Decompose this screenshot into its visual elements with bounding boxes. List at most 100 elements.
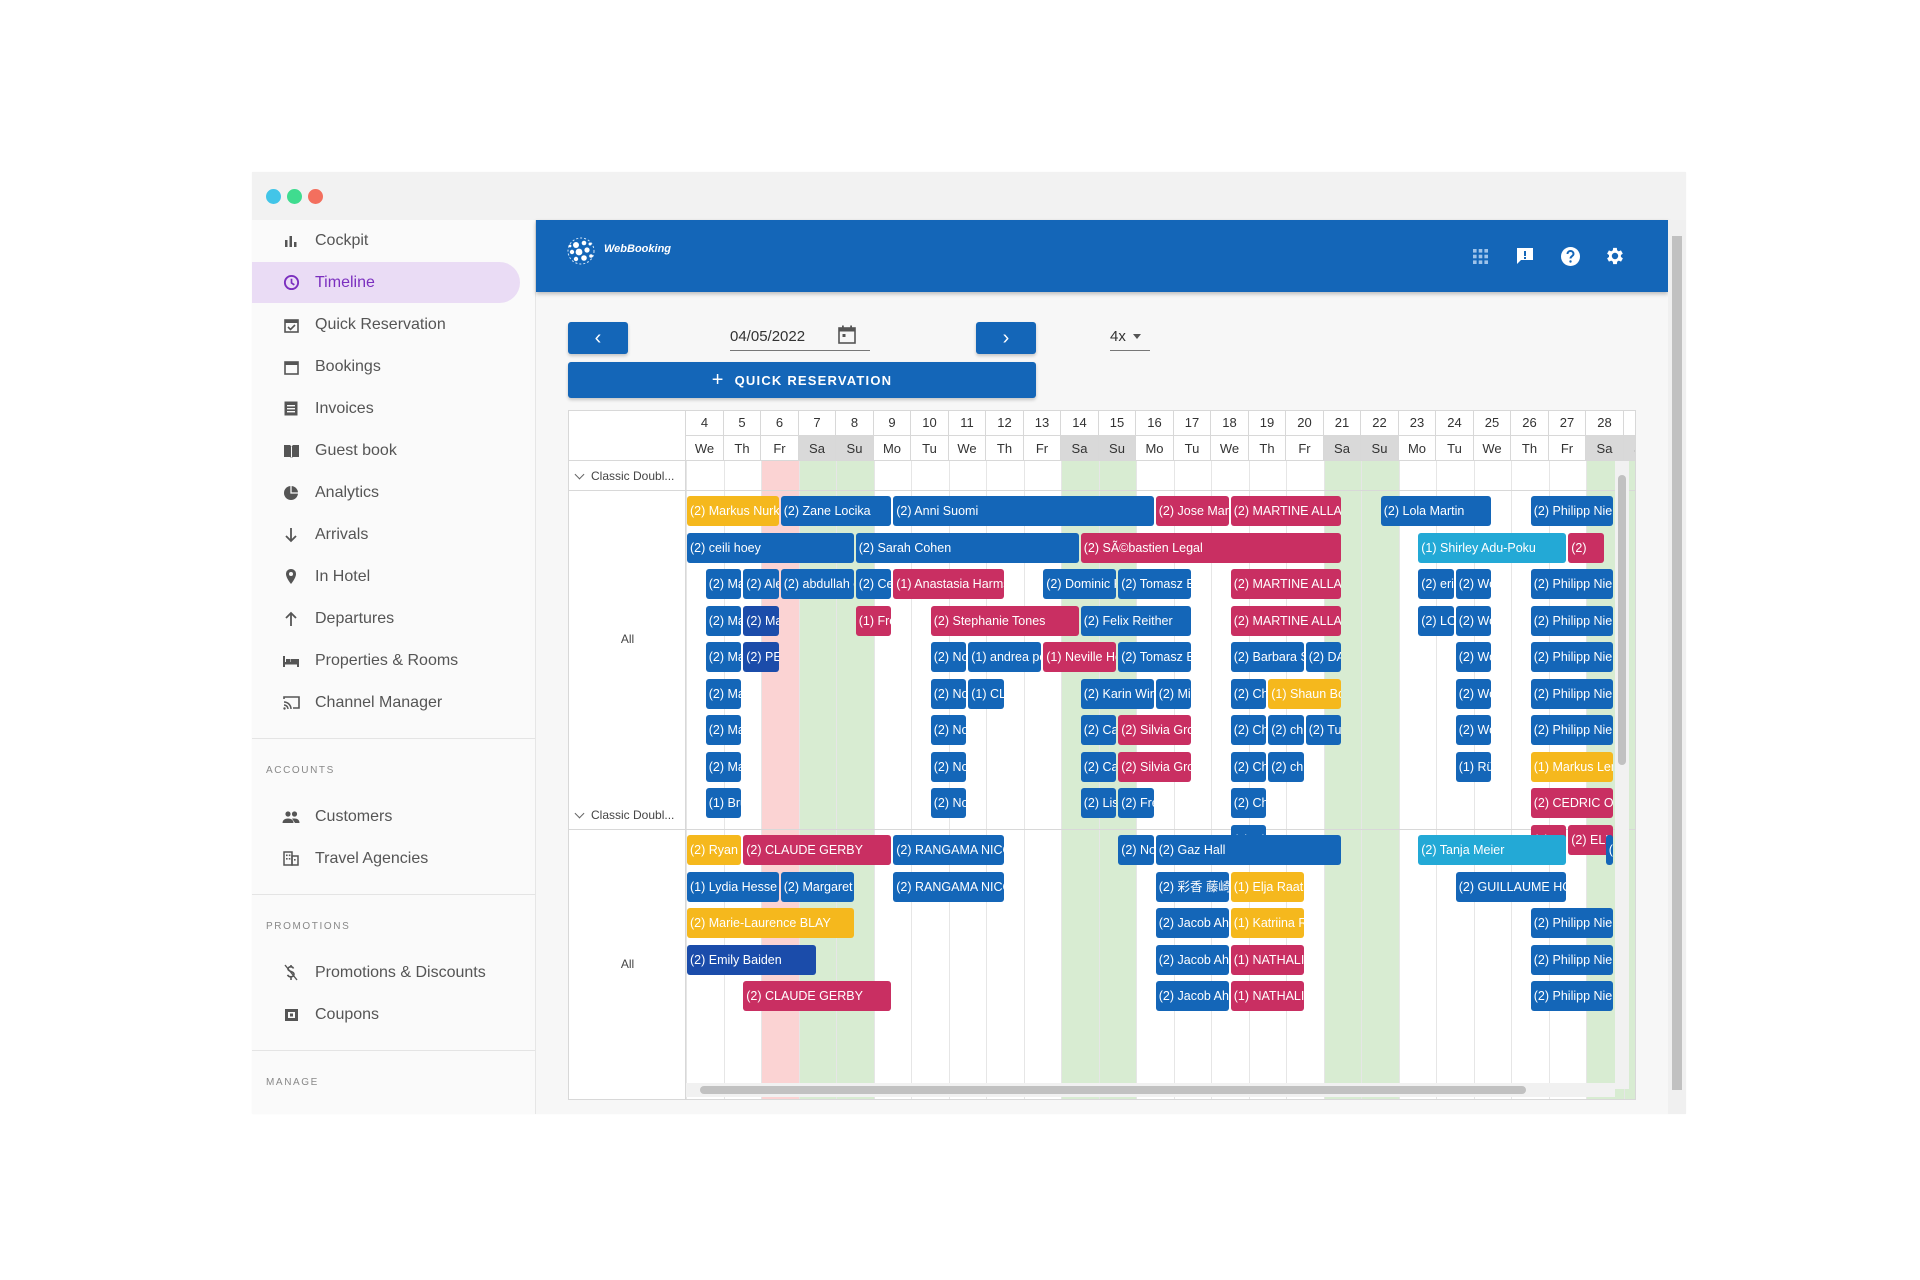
booking-bar[interactable]: (2) Jacob Ahr bbox=[1155, 944, 1229, 975]
booking-bar[interactable]: (2) Gaz Hall bbox=[1155, 835, 1342, 865]
sidebar-item-departures[interactable]: Departures bbox=[252, 598, 520, 639]
booking-bar[interactable]: (2) Ma bbox=[705, 715, 742, 745]
booking-bar[interactable]: (2) Emily Baiden bbox=[687, 944, 817, 975]
booking-bar[interactable]: (2) Marie-Laurence BLAY bbox=[687, 908, 854, 938]
booking-bar[interactable]: (2) Philipp Nierhaus bbox=[1530, 642, 1613, 672]
sidebar-item-coupons[interactable]: Coupons bbox=[252, 994, 520, 1035]
booking-bar[interactable]: (2) Jacob Ahr bbox=[1155, 981, 1229, 1011]
apps-grid-icon[interactable] bbox=[1468, 244, 1492, 268]
booking-bar[interactable]: (2) LO bbox=[1418, 605, 1454, 636]
booking-bar[interactable]: (2) Silvia Groh bbox=[1118, 751, 1192, 782]
booking-bar[interactable]: (2) Wo bbox=[1455, 569, 1492, 599]
booking-bar[interactable]: (1) NATHALIA bbox=[1230, 944, 1304, 975]
booking-bar[interactable]: (2) PE bbox=[743, 642, 779, 672]
booking-bar[interactable]: (2) Tuc bbox=[1305, 715, 1342, 745]
booking-bar[interactable]: (2) MARTINE ALLARD bbox=[1230, 605, 1342, 636]
feedback-icon[interactable] bbox=[1513, 244, 1537, 268]
sidebar-item-timeline[interactable]: Timeline bbox=[252, 262, 520, 303]
booking-bar[interactable]: (2) Philipp Nierhaus bbox=[1530, 981, 1613, 1011]
booking-bar[interactable]: (1) NATHALIA bbox=[1230, 981, 1304, 1011]
booking-bar[interactable]: (2) CLAUDE GERBY bbox=[743, 981, 892, 1011]
booking-bar[interactable]: (2) Ma bbox=[743, 605, 779, 636]
sidebar-item-customers[interactable]: Customers bbox=[252, 796, 520, 837]
booking-bar[interactable]: (2) Ma bbox=[705, 751, 742, 782]
booking-bar[interactable]: (2) Cel bbox=[855, 569, 892, 599]
sidebar-item-travel-agencies[interactable]: Travel Agencies bbox=[252, 838, 520, 879]
booking-bar[interactable]: (2) Barbara St bbox=[1230, 642, 1304, 672]
booking-bar[interactable]: (2) Dominic K bbox=[1043, 569, 1117, 599]
booking-bar[interactable]: (2) Karin Win bbox=[1080, 678, 1154, 709]
booking-bar[interactable]: (1) andrea pe bbox=[968, 642, 1042, 672]
booking-bar[interactable]: (2) Anni Suomi bbox=[893, 496, 1154, 526]
sidebar-item-guest-book[interactable]: Guest book bbox=[252, 430, 520, 471]
sidebar-item-properties-rooms[interactable]: Properties & Rooms bbox=[252, 640, 520, 681]
booking-bar[interactable]: (2) Jose Manu bbox=[1155, 496, 1229, 526]
booking-bar[interactable]: (2) GUILLAUME HOAREAU bbox=[1455, 871, 1567, 902]
booking-bar[interactable]: (2) Chi bbox=[1230, 678, 1267, 709]
booking-bar[interactable]: (2) Philipp Nierhaus bbox=[1530, 715, 1613, 745]
booking-bar[interactable]: (2) CEDRIC OLIVEIRA bbox=[1530, 788, 1613, 818]
booking-bar[interactable]: (1) Shaun Boy bbox=[1268, 678, 1342, 709]
booking-bar[interactable]: (2) Stephanie Tones bbox=[930, 605, 1079, 636]
booking-bar[interactable]: (2) bbox=[1605, 835, 1613, 865]
booking-bar[interactable]: (2) ceili hoey bbox=[687, 532, 854, 563]
previous-period-button[interactable]: ‹ bbox=[568, 322, 628, 354]
help-icon[interactable] bbox=[1558, 244, 1582, 268]
timeline-vertical-scrollbar-thumb[interactable] bbox=[1618, 475, 1626, 765]
booking-bar[interactable]: (2) Chi bbox=[1230, 715, 1267, 745]
calendar-picker-icon[interactable] bbox=[838, 325, 856, 349]
booking-bar[interactable]: (1) CLE bbox=[968, 678, 1004, 709]
zoom-select[interactable]: 4x bbox=[1110, 320, 1150, 351]
booking-bar[interactable]: (2) No bbox=[930, 751, 967, 782]
page-scrollbar[interactable] bbox=[1668, 220, 1686, 1114]
booking-bar[interactable]: (2) Tanja Meier bbox=[1418, 835, 1567, 865]
sidebar-item-invoices[interactable]: Invoices bbox=[252, 388, 520, 429]
booking-bar[interactable]: (2) ELLIOTT bbox=[1568, 824, 1613, 855]
chevron-down-icon[interactable] bbox=[574, 469, 585, 479]
booking-bar[interactable]: (2) Tomasz Bi bbox=[1118, 569, 1192, 599]
page-scrollbar-thumb[interactable] bbox=[1672, 236, 1682, 1090]
booking-bar[interactable]: (2) Cat bbox=[1080, 751, 1117, 782]
booking-bar[interactable]: (2) Philipp Nierhaus bbox=[1530, 678, 1613, 709]
booking-bar[interactable]: (2) Wo bbox=[1455, 642, 1492, 672]
booking-bar[interactable]: (1) Bru bbox=[705, 788, 742, 818]
booking-bar[interactable]: (2) No bbox=[930, 715, 967, 745]
booking-bar[interactable]: (1) Shirley Adu-Poku bbox=[1418, 532, 1567, 563]
booking-bar[interactable]: (2) bbox=[1568, 532, 1604, 563]
booking-bar[interactable]: (2) Mi bbox=[1155, 678, 1192, 709]
settings-icon[interactable] bbox=[1603, 244, 1627, 268]
booking-bar[interactable]: (2) SÃ©bastien Legal bbox=[1080, 532, 1342, 563]
booking-bar[interactable]: (2) Ma bbox=[705, 605, 742, 636]
booking-bar[interactable]: (2) Ma bbox=[705, 678, 742, 709]
room-group-header[interactable]: Classic Doubl... bbox=[569, 461, 686, 491]
quick-reservation-button[interactable]: + QUICK RESERVATION bbox=[568, 362, 1036, 398]
window-close-dot[interactable] bbox=[266, 189, 281, 204]
booking-bar[interactable]: (2) DA bbox=[1305, 642, 1342, 672]
booking-bar[interactable]: (2) Wo bbox=[1455, 605, 1492, 636]
window-maximize-dot[interactable] bbox=[308, 189, 323, 204]
booking-bar[interactable]: (2) No bbox=[930, 678, 967, 709]
booking-bar[interactable]: (2) Lola Martin bbox=[1380, 496, 1492, 526]
booking-bar[interactable]: (2) Markus Nurki bbox=[687, 496, 779, 526]
booking-bar[interactable]: (2) Ale bbox=[743, 569, 779, 599]
booking-bar[interactable]: (2) Wo bbox=[1455, 678, 1492, 709]
booking-bar[interactable]: (2) Philipp Nierhaus bbox=[1530, 569, 1613, 599]
sidebar-item-in-hotel[interactable]: In Hotel bbox=[252, 556, 520, 597]
booking-bar[interactable]: (2) Silvia Groh bbox=[1118, 715, 1192, 745]
booking-bar[interactable]: (2) abdullah e bbox=[780, 569, 854, 599]
booking-bar[interactable]: (1) Rü bbox=[1455, 751, 1492, 782]
booking-bar[interactable]: (2) chr bbox=[1268, 715, 1304, 745]
booking-bar[interactable]: (1) Neville Ho bbox=[1043, 642, 1117, 672]
booking-bar[interactable]: (2) Philipp Nierhaus bbox=[1530, 908, 1613, 938]
booking-bar[interactable]: (2) No bbox=[1118, 835, 1154, 865]
sidebar-item-cockpit[interactable]: Cockpit bbox=[252, 220, 520, 261]
booking-bar[interactable]: (2) Philipp Nierhaus bbox=[1530, 496, 1613, 526]
sidebar-item-analytics[interactable]: Analytics bbox=[252, 472, 520, 513]
booking-bar[interactable]: (2) Philipp Nierhaus bbox=[1530, 605, 1613, 636]
room-group-header[interactable]: Classic Doubl... bbox=[569, 800, 686, 830]
booking-bar[interactable]: (2) chr bbox=[1268, 751, 1304, 782]
booking-bar[interactable]: (1) Fre bbox=[855, 605, 892, 636]
booking-bar[interactable]: (2) eric bbox=[1418, 569, 1454, 599]
booking-bar[interactable]: (2) Sarah Cohen bbox=[855, 532, 1079, 563]
booking-bar[interactable]: (2) Felix Reither bbox=[1080, 605, 1192, 636]
